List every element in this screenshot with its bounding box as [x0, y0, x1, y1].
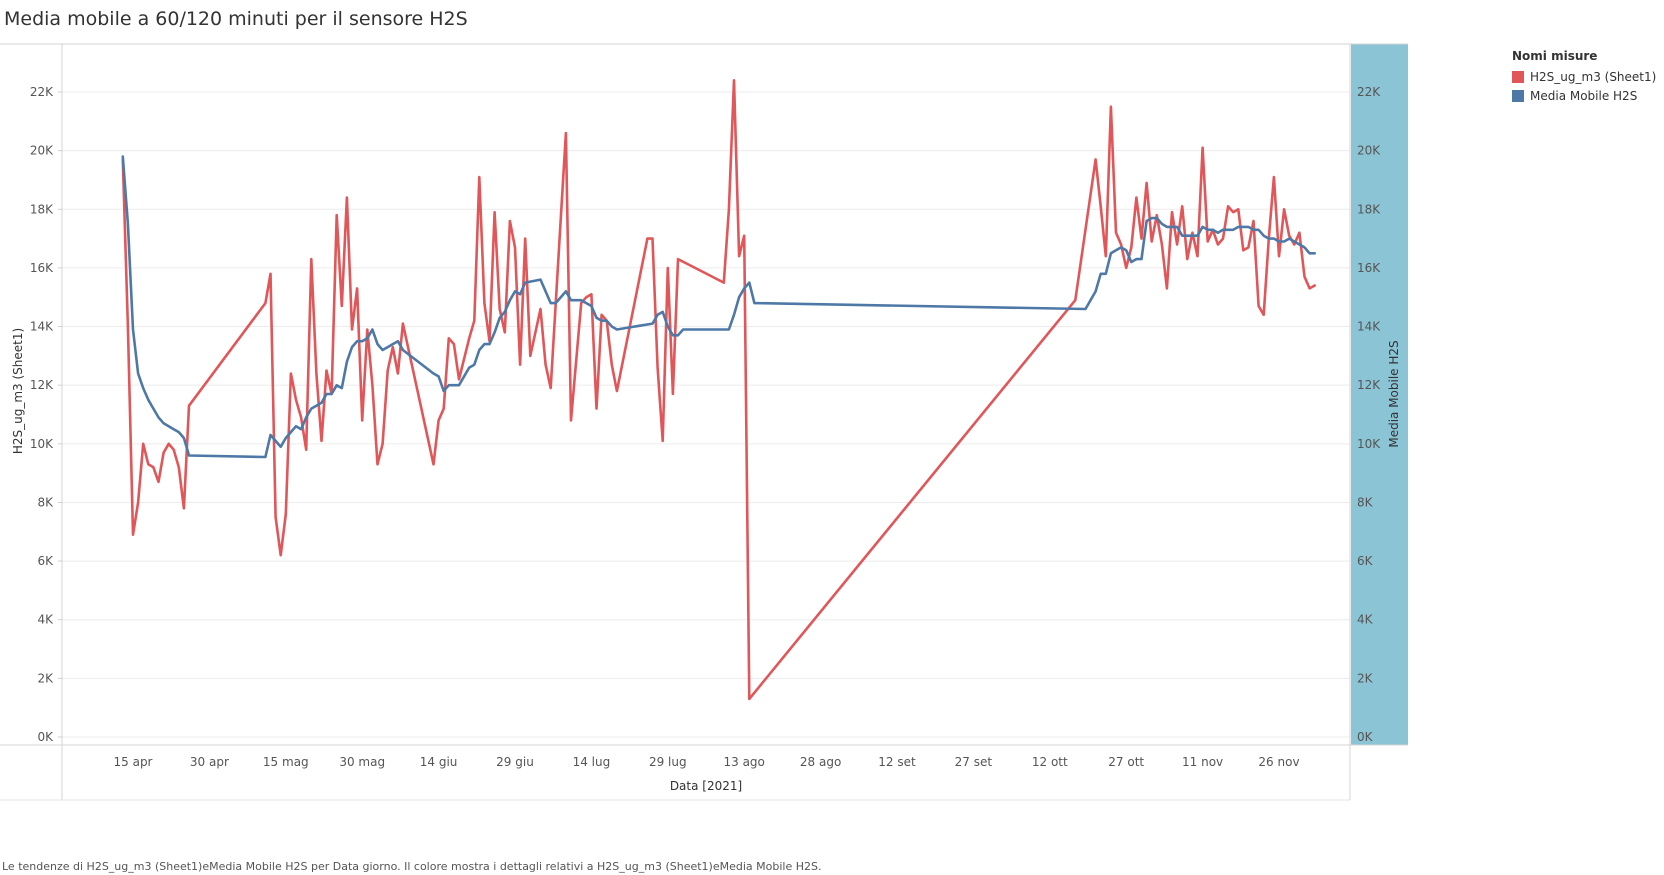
x-tick-label: 11 nov	[1182, 755, 1223, 769]
y2-tick-label: 16K	[1357, 261, 1381, 275]
chart-caption: Le tendenze di H2S_ug_m3 (Sheet1)eMedia …	[2, 860, 822, 873]
series-line-h2s	[121, 79, 1316, 701]
y-tick-label: 10K	[30, 437, 54, 451]
y2-tick-label: 4K	[1357, 613, 1374, 627]
y-tick-label: 18K	[30, 202, 54, 216]
y-tick-label: 20K	[30, 144, 54, 158]
y2-axis-title: Media Mobile H2S	[1387, 340, 1401, 447]
y2-tick-label: 2K	[1357, 671, 1374, 685]
y2-tick-label: 8K	[1357, 495, 1374, 509]
series-line-media-mobile	[121, 155, 1316, 459]
legend-item-media-mobile[interactable]: Media Mobile H2S	[1512, 86, 1656, 105]
y-tick-label: 4K	[37, 613, 54, 627]
x-tick-label: 14 lug	[573, 755, 611, 769]
y-tick-label: 22K	[30, 85, 54, 99]
x-tick-label: 15 mag	[263, 755, 309, 769]
x-tick-label: 12 ott	[1032, 755, 1068, 769]
y2-tick-label: 18K	[1357, 202, 1381, 216]
legend-swatch-media-mobile	[1512, 89, 1524, 102]
x-tick-label: 12 set	[878, 755, 916, 769]
y-tick-label: 8K	[37, 495, 54, 509]
y-tick-label: 12K	[30, 378, 54, 392]
highlight-band	[1351, 44, 1408, 745]
y2-tick-label: 10K	[1357, 437, 1381, 451]
x-tick-label: 27 ott	[1108, 755, 1144, 769]
y2-tick-label: 14K	[1357, 320, 1381, 334]
x-axis-title: Data [2021]	[670, 779, 742, 793]
legend: Nomi misure H2S_ug_m3 (Sheet1) Media Mob…	[1512, 49, 1656, 105]
legend-item-h2s[interactable]: H2S_ug_m3 (Sheet1)	[1512, 67, 1656, 86]
legend-label-media-mobile: Media Mobile H2S	[1530, 88, 1638, 103]
y2-tick-label: 20K	[1357, 144, 1381, 158]
y-tick-label: 14K	[30, 320, 54, 334]
x-tick-label: 15 apr	[114, 755, 153, 769]
y2-tick-label: 12K	[1357, 378, 1381, 392]
x-tick-label: 29 lug	[649, 755, 687, 769]
legend-swatch-h2s	[1512, 70, 1524, 83]
x-tick-label: 14 giu	[420, 755, 458, 769]
y-tick-label: 2K	[37, 671, 54, 685]
x-tick-label: 30 apr	[190, 755, 229, 769]
y2-tick-label: 22K	[1357, 85, 1381, 99]
y2-tick-label: 6K	[1357, 554, 1374, 568]
x-tick-label: 27 set	[955, 755, 993, 769]
y2-tick-label: 0K	[1357, 730, 1374, 744]
x-tick-label: 28 ago	[800, 755, 841, 769]
y-tick-label: 0K	[37, 730, 54, 744]
y-axis-title: H2S_ug_m3 (Sheet1)	[11, 328, 25, 454]
legend-title: Nomi misure	[1512, 49, 1598, 63]
x-tick-label: 30 mag	[339, 755, 385, 769]
x-tick-label: 29 giu	[496, 755, 534, 769]
y-tick-label: 16K	[30, 261, 54, 275]
legend-label-h2s: H2S_ug_m3 (Sheet1)	[1530, 69, 1657, 84]
page-title: Media mobile a 60/120 minuti per il sens…	[4, 8, 468, 30]
x-tick-label: 26 nov	[1258, 755, 1299, 769]
y-tick-label: 6K	[37, 554, 54, 568]
x-tick-label: 13 ago	[723, 755, 764, 769]
